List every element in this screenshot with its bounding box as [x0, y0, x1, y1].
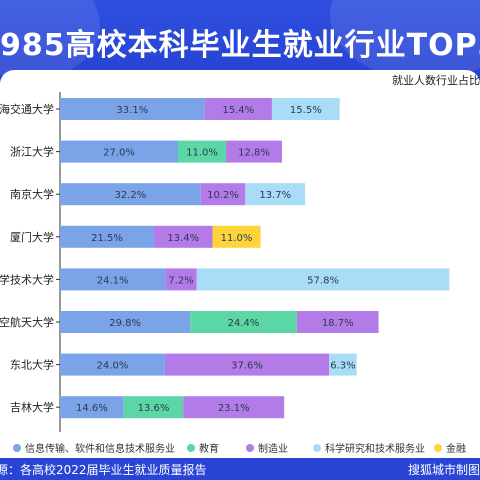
data-label: 13.7%	[259, 190, 291, 201]
category-label: 厦门大学	[10, 230, 54, 244]
bar-segment	[245, 183, 306, 206]
bar-segment	[204, 98, 272, 120]
bar-segment	[183, 396, 285, 419]
data-label: 6.3%	[330, 361, 355, 372]
data-label: 21.5%	[91, 233, 123, 244]
bar-segment	[190, 311, 297, 333]
bar-segment	[296, 311, 379, 333]
bar-segment	[200, 183, 246, 206]
data-label: 57.8%	[307, 275, 339, 286]
category-label: 上海交通大学	[0, 102, 54, 116]
unit-label: 就业人数行业占比	[392, 74, 480, 87]
bar-segment	[271, 98, 340, 120]
data-label: 24.1%	[97, 275, 129, 286]
data-label: 14.6%	[76, 403, 108, 414]
data-label: 37.6%	[231, 361, 263, 372]
bar-segment	[60, 98, 205, 120]
legend-label: 金融	[446, 442, 466, 455]
data-label: 7.2%	[168, 275, 193, 286]
bar-segment	[60, 268, 166, 291]
legend-label: 信息传输、软件和信息技术服务业	[25, 442, 175, 455]
credit-note: 搜狐城市制图	[407, 463, 480, 477]
category-label: 吉林大学	[10, 400, 54, 414]
data-label: 27.0%	[103, 148, 135, 159]
data-label: 24.4%	[228, 318, 260, 329]
unit-strip	[0, 70, 480, 92]
data-label: 12.8%	[238, 148, 270, 159]
bar-chart: 上海交通大学 33.1% 15.4% 15.5% 浙江大学 27.0% 11.0% 12.8%…	[0, 92, 466, 455]
bar-segment	[165, 268, 197, 291]
data-label: 11.0%	[186, 148, 218, 159]
data-label: 10.2%	[207, 190, 239, 201]
category-label: 科学技术大学	[0, 272, 54, 286]
chart-title: 985高校本科毕业生就业行业TOP3	[0, 28, 480, 63]
bar-segment	[164, 353, 330, 376]
data-label: 11.0%	[221, 233, 253, 244]
data-label: 29.8%	[109, 318, 141, 329]
bar-segment	[329, 353, 357, 376]
category-label: 浙江大学	[10, 145, 54, 159]
legend-marker	[434, 444, 442, 452]
data-label: 13.6%	[138, 403, 170, 414]
legend-label: 科学研究和技术服务业	[325, 442, 425, 455]
legend-label: 教育	[199, 442, 219, 455]
bar-segment	[60, 353, 165, 376]
legend-marker	[13, 444, 21, 452]
bar-segment	[123, 396, 184, 419]
legend-marker	[313, 444, 321, 452]
bar-segment	[212, 225, 261, 248]
data-label: 15.5%	[290, 105, 322, 116]
data-label: 33.1%	[116, 105, 148, 116]
bar-segment	[177, 140, 227, 163]
data-label: 18.7%	[322, 318, 354, 329]
bar-segment	[226, 140, 282, 163]
data-label: 23.1%	[218, 403, 250, 414]
category-label: 南京大学	[10, 187, 54, 201]
bar-segment	[153, 225, 213, 248]
footer: 来源：各高校2022届毕业生就业质量报告 搜狐城市制图	[0, 458, 480, 480]
bar-segment	[60, 311, 191, 333]
data-label: 15.4%	[222, 105, 254, 116]
bar-segment	[60, 140, 178, 163]
category-label: 东北大学	[10, 358, 54, 372]
bar-segment	[60, 225, 154, 248]
data-label: 13.4%	[167, 233, 199, 244]
legend-label: 制造业	[258, 442, 288, 455]
data-label: 32.2%	[114, 190, 146, 201]
category-label: 航空航天大学	[0, 315, 54, 329]
legend-marker	[187, 444, 195, 452]
source-note: 来源：各高校2022届毕业生就业质量报告	[0, 463, 207, 477]
bar-segment	[60, 396, 124, 419]
legend-marker	[246, 444, 254, 452]
bar-segment	[60, 183, 201, 206]
data-label: 24.0%	[97, 361, 129, 372]
bar-segment	[196, 268, 450, 291]
